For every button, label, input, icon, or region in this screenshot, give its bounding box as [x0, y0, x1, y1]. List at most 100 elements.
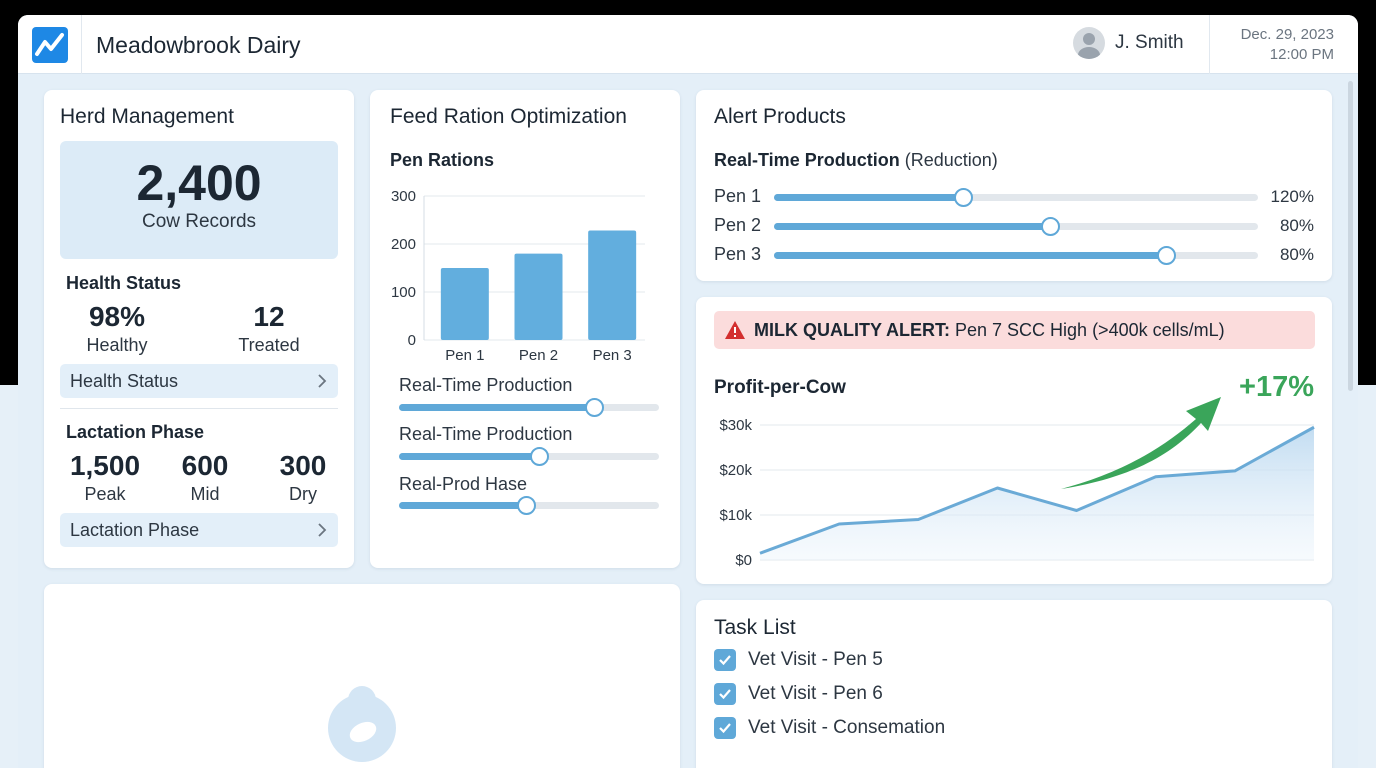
loading-placeholder-icon [328, 686, 396, 762]
alert-title: MILK QUALITY ALERT: [754, 319, 950, 340]
profit-line-chart: $0 $10k $20k $30k [719, 397, 1315, 569]
y-tick-label: $0 [735, 552, 752, 569]
pen-value: 120% [1270, 187, 1314, 206]
lactation-phase-link-label: Lactation Phase [70, 519, 200, 540]
user-name: J. Smith [1115, 32, 1184, 53]
heading-bold: Real-Time Production [714, 150, 900, 170]
peak-metric: 1,500 Peak [60, 450, 150, 506]
slider-fill [399, 502, 527, 509]
x-tick-label: Pen 2 [519, 347, 558, 364]
cow-records-stat: 2,400 Cow Records [60, 141, 338, 259]
task-item[interactable]: Vet Visit - Consemation [714, 717, 945, 739]
slider-handle[interactable] [1040, 217, 1060, 236]
app-logo[interactable] [18, 15, 82, 74]
peak-value: 1,500 [69, 450, 141, 481]
placeholder-card [44, 584, 680, 768]
warning-icon [725, 321, 745, 339]
real-time-production-heading: Real-Time Production (Reduction) [714, 150, 998, 171]
peak-label: Peak [84, 484, 126, 504]
pen-rations-bar-chart: 0 100 200 300 Pen 1 Pen 2 Pen 3 [391, 188, 645, 364]
profit-per-cow-title: Profit-per-Cow [714, 377, 846, 398]
slider-label: Real-Prod Hase [399, 474, 528, 494]
cow-records-count: 2,400 [136, 155, 262, 211]
user-menu[interactable]: J. Smith [1073, 27, 1184, 59]
y-tick-label: 100 [391, 284, 416, 301]
date-text: Dec. 29, 2023 [1240, 26, 1334, 43]
production-slider-3[interactable] [399, 496, 659, 515]
milk-quality-alert[interactable]: MILK QUALITY ALERT: Pen 7 SCC High (>400… [714, 311, 1315, 349]
task-item[interactable]: Vet Visit - Pen 6 [714, 683, 883, 705]
profit-change: +17% [1239, 371, 1314, 403]
mid-metric: 600 Mid [160, 450, 250, 506]
herd-management-card: Herd Management 2,400 Cow Records Health… [44, 90, 354, 568]
x-tick-label: Pen 1 [445, 347, 484, 364]
pen-3-slider[interactable] [774, 246, 1258, 265]
profit-card: MILK QUALITY ALERT: Pen 7 SCC High (>400… [696, 297, 1332, 584]
slider-fill [399, 453, 540, 460]
heading-rest: (Reduction) [899, 150, 998, 170]
chart-logo-icon [31, 26, 68, 63]
checkbox[interactable] [714, 683, 736, 705]
alert-text: MILK QUALITY ALERT: Pen 7 SCC High (>400… [754, 320, 1225, 341]
check-icon [719, 655, 731, 666]
slider-handle[interactable] [585, 398, 604, 417]
series-line [759, 425, 1315, 555]
growth-arrow-icon [1061, 397, 1221, 489]
slider-label: Real-Time Production [399, 375, 573, 395]
pen-label: Pen 1 [714, 186, 762, 206]
bar [514, 253, 563, 340]
area-fill [760, 427, 1314, 560]
avatar [1073, 27, 1105, 59]
task-item[interactable]: Vet Visit - Pen 5 [714, 649, 883, 671]
health-status-link-label: Health Status [70, 370, 179, 391]
y-tick-label: $30k [719, 417, 752, 434]
alert-products-card: Alert Products Real-Time Production (Red… [696, 90, 1332, 281]
feed-ration-card: Feed Ration Optimization Pen Rations 0 10… [370, 90, 680, 568]
datetime: Dec. 29, 2023 12:00 PM [1241, 25, 1334, 65]
chevron-right-icon [318, 523, 327, 537]
lactation-phase-link[interactable]: Lactation Phase [60, 513, 338, 547]
card-title: Feed Ration Optimization [390, 105, 627, 128]
treated-value: 12 [253, 301, 285, 332]
dry-label: Dry [289, 484, 317, 504]
chevron-right-icon [318, 374, 327, 388]
y-tick-label: $20k [719, 462, 752, 479]
top-bar: Meadowbrook Dairy J. Smith Dec. 29, 2023… [18, 15, 1358, 74]
mid-value: 600 [181, 450, 229, 481]
y-tick-label: 200 [391, 236, 416, 253]
time-text: 12:00 PM [1269, 46, 1334, 63]
production-slider-2[interactable] [399, 447, 659, 466]
lactation-phase-heading: Lactation Phase [66, 422, 205, 442]
pen-1-slider[interactable] [774, 188, 1258, 207]
slider-handle[interactable] [530, 447, 550, 466]
checkbox[interactable] [714, 649, 736, 671]
slider-handle[interactable] [953, 188, 973, 207]
cow-records-label: Cow Records [141, 211, 257, 232]
slider-fill [399, 404, 594, 411]
alert-detail: Pen 7 SCC High (>400k cells/mL) [950, 319, 1225, 340]
y-tick-label: $10k [719, 507, 752, 524]
app-title: Meadowbrook Dairy [96, 32, 301, 58]
pen-rations-heading: Pen Rations [390, 150, 495, 170]
treated-metric: 12 Treated [224, 301, 314, 357]
mid-label: Mid [190, 484, 220, 504]
slider-handle[interactable] [1157, 246, 1177, 265]
x-tick-label: Pen 3 [593, 347, 632, 364]
slider-label: Real-Time Production [399, 424, 573, 444]
task-label: Vet Visit - Pen 5 [748, 649, 883, 670]
dry-metric: 300 Dry [258, 450, 348, 506]
app-window: Meadowbrook Dairy J. Smith Dec. 29, 2023… [18, 15, 1358, 768]
health-status-link[interactable]: Health Status [60, 364, 338, 398]
healthy-label: Healthy [86, 335, 148, 355]
bar [440, 268, 489, 340]
slider-fill [774, 223, 1050, 230]
scrollbar[interactable] [1348, 81, 1353, 391]
healthy-value: 98% [88, 301, 146, 332]
slider-handle[interactable] [517, 496, 537, 515]
pen-2-slider[interactable] [774, 217, 1258, 236]
y-tick-label: 300 [391, 188, 416, 205]
production-slider-1[interactable] [399, 398, 659, 417]
checkbox[interactable] [714, 717, 736, 739]
card-title: Alert Products [714, 105, 846, 128]
pen-value: 80% [1279, 216, 1314, 235]
